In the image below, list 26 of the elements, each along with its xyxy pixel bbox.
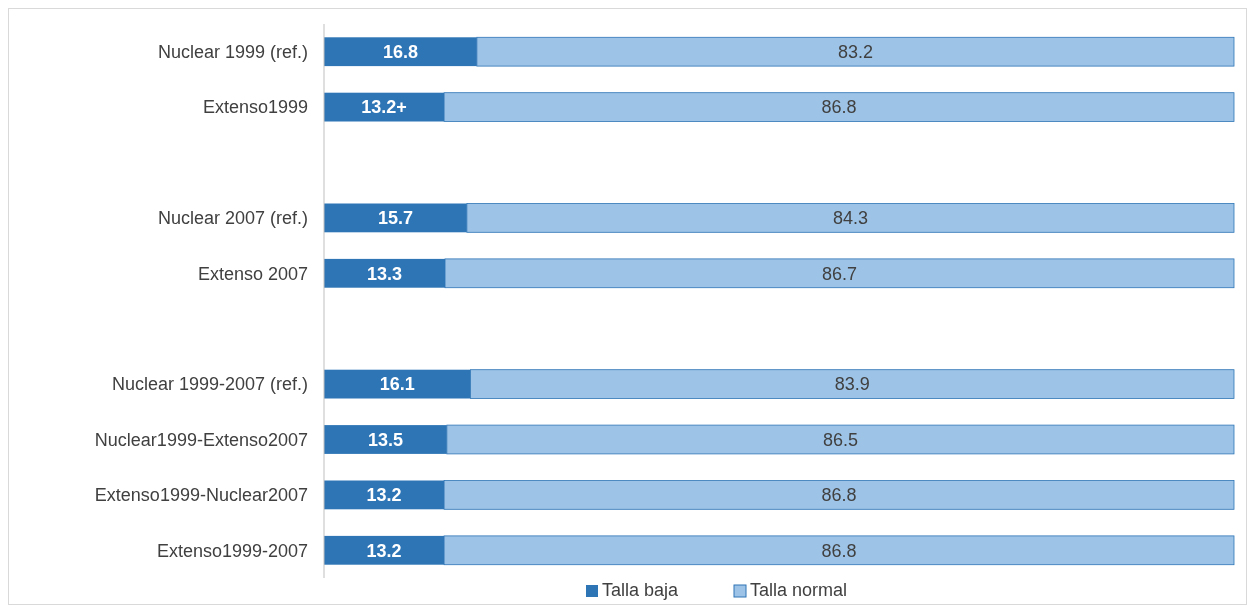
data-label: 16.1 — [379, 374, 415, 395]
y-tick-label: Extenso1999 — [202, 97, 308, 118]
data-label: 13.2 — [366, 540, 402, 561]
y-tick-label: Nuclear 2007 (ref.) — [157, 208, 308, 229]
legend-label: Talla normal — [750, 580, 848, 601]
y-tick-label: Extenso 2007 — [197, 263, 308, 284]
data-label: 13.3 — [366, 263, 403, 284]
data-label: 13.2+ — [361, 97, 407, 118]
data-label: 13.2 — [366, 485, 402, 506]
data-label: 83.9 — [834, 374, 870, 395]
data-label: 84.3 — [832, 208, 868, 229]
data-label: 15.7 — [377, 208, 413, 229]
legend-label: Talla baja — [602, 580, 680, 601]
data-label: 86.7 — [821, 263, 858, 284]
y-tick-label: Extenso1999-2007 — [156, 540, 308, 561]
data-label: 83.2 — [837, 42, 873, 62]
data-label: 13.5 — [367, 429, 403, 450]
y-tick-label: Nuclear 1999-2007 (ref.) — [111, 374, 308, 395]
data-label: 16.8 — [382, 42, 418, 62]
data-label: 86.5 — [822, 429, 858, 450]
y-tick-label: Nuclear1999-Extenso2007 — [94, 429, 308, 450]
data-label: 86.8 — [821, 485, 857, 506]
data-label: 86.8 — [821, 97, 857, 118]
y-tick-label: Extenso1999-Nuclear2007 — [94, 485, 308, 506]
data-label: 86.8 — [821, 540, 857, 561]
y-tick-label: Nuclear 1999 (ref.) — [157, 42, 308, 62]
